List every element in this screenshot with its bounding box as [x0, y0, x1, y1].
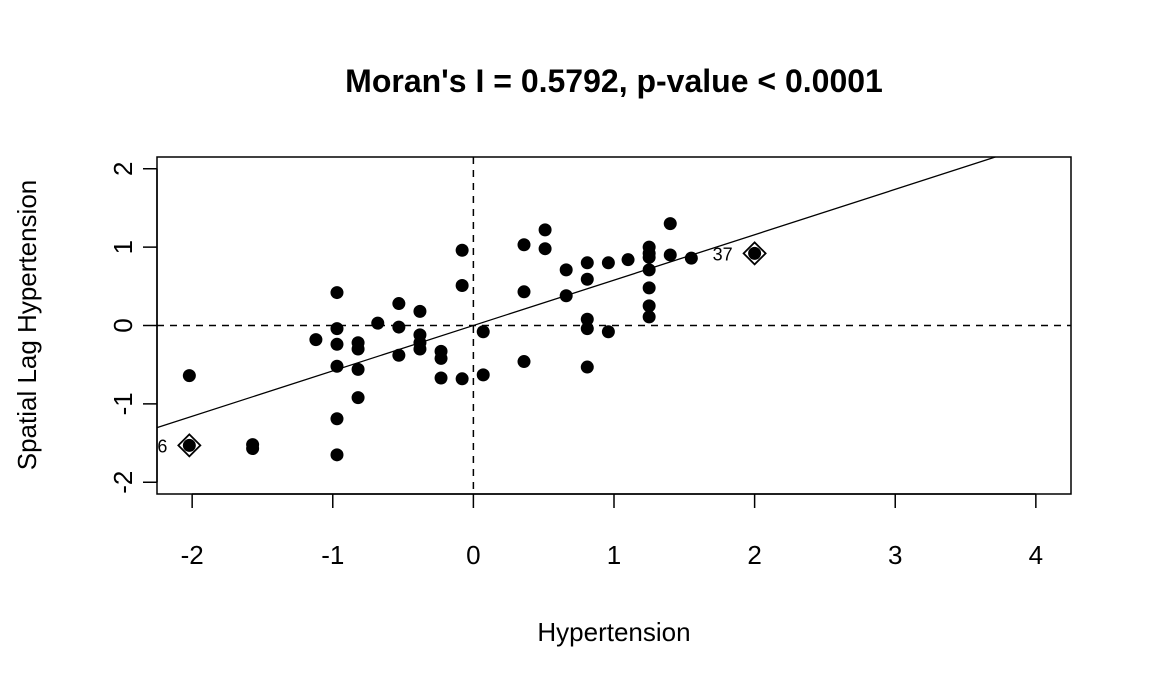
- data-point: [559, 289, 573, 303]
- y-tick-label: -1: [108, 392, 138, 415]
- x-tick-label: 2: [747, 540, 761, 570]
- data-point: [413, 304, 427, 318]
- data-point: [642, 263, 656, 277]
- data-point: [642, 250, 656, 264]
- data-point: [455, 243, 469, 257]
- data-point: [413, 342, 427, 356]
- influential-points: 37 6: [157, 241, 767, 458]
- data-point: [517, 285, 531, 299]
- data-point: [580, 256, 594, 270]
- influential-point-label: 37: [713, 244, 733, 264]
- data-point: [601, 325, 615, 339]
- regression-line-group: [156, 156, 996, 429]
- regression-line: [156, 156, 996, 429]
- data-point: [455, 372, 469, 386]
- influential-point-label: 6: [157, 436, 167, 456]
- x-tick-label: 0: [466, 540, 480, 570]
- x-tick-label: 1: [607, 540, 621, 570]
- data-point: [330, 412, 344, 426]
- data-point: [663, 217, 677, 231]
- influential-point-dot: [748, 246, 762, 260]
- y-tick-label: 2: [108, 162, 138, 176]
- data-point: [392, 297, 406, 311]
- data-point: [351, 362, 365, 376]
- x-tick-label: 3: [888, 540, 902, 570]
- data-point: [330, 322, 344, 336]
- data-point: [434, 351, 448, 365]
- data-point: [642, 281, 656, 295]
- data-point: [621, 253, 635, 267]
- data-point: [330, 448, 344, 462]
- data-point: [663, 248, 677, 262]
- data-point: [351, 391, 365, 405]
- influential-point-diamond: [177, 433, 202, 458]
- data-point: [517, 355, 531, 369]
- data-points: [182, 217, 698, 462]
- data-point: [538, 223, 552, 237]
- influential-point-dot: [182, 438, 196, 452]
- data-point: [517, 238, 531, 252]
- data-point: [371, 316, 385, 330]
- data-point: [580, 360, 594, 374]
- y-tick-label: 0: [108, 318, 138, 332]
- data-point: [476, 325, 490, 339]
- y-tick-label: -2: [108, 471, 138, 494]
- chart-title: Moran's I = 0.5792, p-value < 0.0001: [345, 63, 883, 99]
- x-tick-label: -1: [321, 540, 344, 570]
- data-point: [351, 342, 365, 356]
- data-point: [538, 242, 552, 256]
- data-point: [642, 310, 656, 324]
- data-point: [580, 312, 594, 326]
- x-axis: -2 -1 0 1 2 3 4: [181, 493, 1043, 570]
- data-point: [642, 299, 656, 313]
- data-point: [392, 348, 406, 362]
- y-axis: -2 -1 0 1 2: [108, 162, 158, 494]
- data-point: [455, 279, 469, 293]
- x-tick-label: 4: [1029, 540, 1043, 570]
- data-point: [330, 286, 344, 300]
- data-point: [309, 333, 323, 347]
- x-axis-label: Hypertension: [537, 617, 690, 647]
- x-tick-label: -2: [181, 540, 204, 570]
- y-axis-label: Spatial Lag Hypertension: [12, 180, 42, 471]
- data-point: [476, 368, 490, 382]
- data-point: [392, 320, 406, 334]
- data-point: [580, 272, 594, 286]
- data-point: [684, 251, 698, 265]
- influential-point-diamond: [742, 241, 767, 266]
- data-point: [330, 359, 344, 373]
- data-point: [182, 369, 196, 383]
- data-point: [434, 371, 448, 385]
- data-point: [246, 442, 260, 456]
- y-tick-label: 1: [108, 240, 138, 254]
- data-point: [580, 322, 594, 336]
- reference-lines: [157, 157, 1071, 494]
- data-point: [559, 263, 573, 277]
- data-point: [601, 256, 615, 270]
- data-point: [330, 337, 344, 351]
